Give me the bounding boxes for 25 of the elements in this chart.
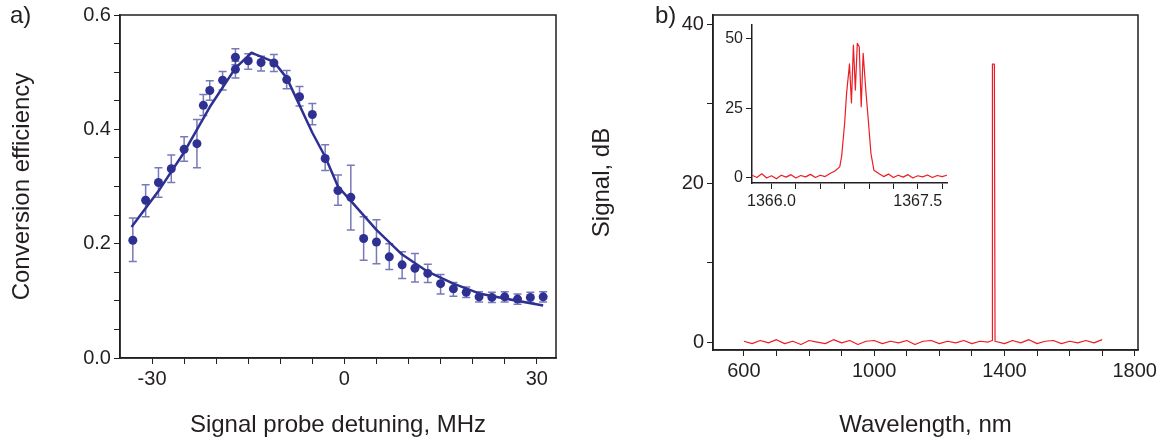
- y-tick-label: 25: [725, 98, 744, 116]
- y-axis-title: Signal, dB: [587, 127, 615, 238]
- text: b): [655, 0, 677, 28]
- x-tick-label: -30: [137, 366, 167, 389]
- y-tick-label: 50: [725, 29, 744, 47]
- y-tick-label: 0.6: [83, 2, 111, 25]
- x-tick-label: 30: [525, 366, 548, 389]
- x-tick-label: 1367.5: [893, 192, 943, 210]
- x-tick-label: 1366.0: [747, 192, 797, 210]
- x-axis-title: Signal probe detuning, MHz: [189, 410, 487, 438]
- y-tick-label: 0.4: [83, 116, 111, 139]
- text: a): [10, 0, 32, 28]
- y-tick-label: 0.2: [83, 231, 111, 254]
- y-tick-label: 0: [734, 168, 744, 186]
- y-tick-label: 40: [681, 12, 704, 35]
- x-tick-label: 1000: [851, 358, 897, 381]
- x-axis-title: Wavelength, nm: [839, 410, 1012, 438]
- x-tick-label: 600: [727, 358, 761, 381]
- y-tick-label: 0: [692, 329, 704, 352]
- y-tick-label: 0.0: [83, 345, 111, 368]
- y-tick-label: 20: [681, 170, 704, 193]
- y-axis-title: Conversion efficiency: [7, 72, 35, 301]
- x-tick-label: 1400: [982, 358, 1027, 381]
- x-tick-label: 0: [338, 366, 350, 389]
- x-tick-label: 1800: [1112, 358, 1157, 381]
